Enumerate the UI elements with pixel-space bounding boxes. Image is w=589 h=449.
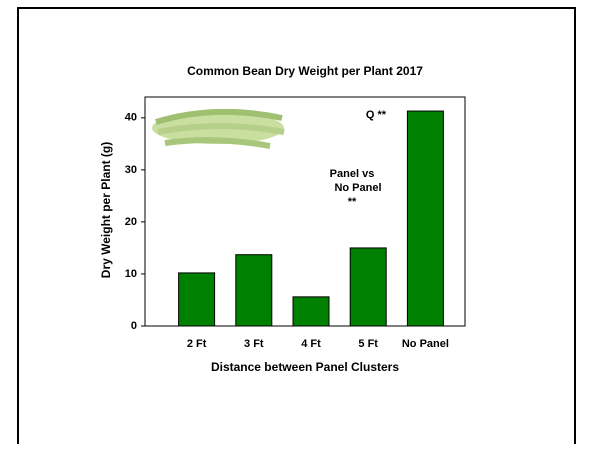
x-tick-label: 5 Ft bbox=[358, 338, 378, 350]
chart-title: Common Bean Dry Weight per Plant 2017 bbox=[187, 64, 423, 78]
y-axis-label: Dry Weight per Plant (g) bbox=[99, 142, 113, 278]
annotation: Q ** bbox=[366, 109, 387, 121]
y-tick-label: 10 bbox=[125, 268, 137, 280]
y-tick-label: 20 bbox=[125, 216, 137, 228]
y-tick-label: 30 bbox=[125, 164, 137, 176]
annotation: Panel vs bbox=[330, 168, 375, 180]
slide-border bbox=[17, 7, 576, 444]
bar bbox=[235, 254, 273, 327]
annotation: ** bbox=[348, 196, 357, 208]
bar bbox=[178, 272, 216, 327]
bar bbox=[349, 247, 387, 327]
x-tick-label: 4 Ft bbox=[301, 338, 321, 350]
x-tick-label: 2 Ft bbox=[187, 338, 207, 350]
bar bbox=[292, 296, 330, 327]
x-tick-label: No Panel bbox=[402, 338, 449, 350]
x-axis-label: Distance between Panel Clusters bbox=[211, 360, 399, 374]
x-tick-label: 3 Ft bbox=[244, 338, 264, 350]
bean-image bbox=[152, 108, 285, 149]
y-tick-label: 0 bbox=[131, 320, 137, 332]
bar bbox=[406, 110, 444, 327]
y-tick-label: 40 bbox=[125, 112, 137, 124]
annotation: No Panel bbox=[334, 182, 381, 194]
